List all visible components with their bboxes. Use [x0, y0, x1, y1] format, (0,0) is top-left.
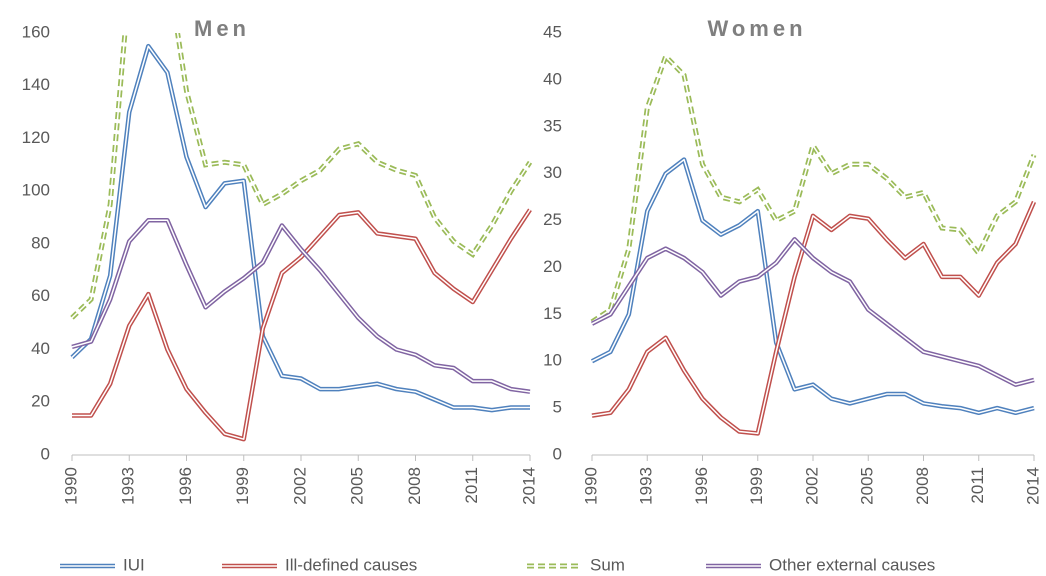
- series-line: [70, 33, 533, 320]
- y-tick-label: 15: [543, 304, 562, 323]
- y-tick-label: 45: [543, 22, 562, 41]
- x-tick-label: 2005: [348, 467, 367, 505]
- x-tick-label: 2002: [290, 467, 309, 505]
- x-tick-label: 2002: [802, 467, 821, 505]
- series-line-inner: [591, 55, 1035, 323]
- legend-label: Sum: [590, 555, 625, 574]
- x-tick-label: 1993: [119, 467, 138, 505]
- x-tick-label: 2011: [968, 467, 987, 504]
- series-line-inner: [591, 201, 1035, 435]
- series-line-inner: [71, 45, 530, 411]
- y-tick-label: 40: [31, 339, 50, 358]
- x-tick-label: 1999: [747, 467, 766, 505]
- series-line-inner: [71, 33, 531, 319]
- y-tick-label: 100: [22, 181, 50, 200]
- y-tick-label: 25: [543, 210, 562, 229]
- series-line-inner: [591, 238, 1035, 386]
- x-tick-label: 1996: [176, 467, 195, 505]
- series-line-inner: [72, 209, 531, 440]
- series-line-inner: [71, 219, 531, 393]
- plot-area: [70, 33, 533, 442]
- y-tick-label: 120: [22, 128, 50, 147]
- y-tick-label: 140: [22, 75, 50, 94]
- x-tick-label: 2005: [858, 467, 877, 505]
- chart-title: Women: [707, 16, 806, 41]
- series-line: [591, 200, 1037, 436]
- plot-area: [590, 51, 1037, 436]
- series-line-inner: [591, 158, 1035, 414]
- y-tick-label: 0: [41, 444, 50, 463]
- y-tick-label: 30: [543, 163, 562, 182]
- y-tick-label: 40: [543, 69, 562, 88]
- x-tick-label: 1990: [581, 467, 600, 505]
- y-tick-label: 0: [553, 444, 562, 463]
- y-tick-label: 20: [543, 257, 562, 276]
- legend-label: Ill-defined causes: [285, 555, 417, 574]
- y-tick-label: 160: [22, 22, 50, 41]
- x-tick-label: 2008: [913, 467, 932, 505]
- x-tick-label: 2014: [519, 467, 538, 505]
- y-tick-label: 35: [543, 116, 562, 135]
- x-tick-label: 2011: [462, 467, 481, 504]
- y-tick-label: 10: [543, 351, 562, 370]
- y-tick-label: 5: [553, 398, 562, 417]
- x-tick-label: 1996: [692, 467, 711, 505]
- chart-title: Men: [194, 16, 250, 41]
- y-tick-label: 80: [31, 233, 50, 252]
- y-tick-label: 20: [31, 392, 50, 411]
- x-tick-label: 1990: [61, 467, 80, 505]
- x-tick-label: 2014: [1023, 467, 1042, 505]
- x-tick-label: 1999: [233, 467, 252, 505]
- legend-label: Other external causes: [769, 555, 935, 574]
- x-tick-label: 1993: [637, 467, 656, 505]
- legend-label: IUI: [123, 555, 145, 574]
- y-tick-label: 60: [31, 286, 50, 305]
- x-tick-label: 2008: [405, 467, 424, 505]
